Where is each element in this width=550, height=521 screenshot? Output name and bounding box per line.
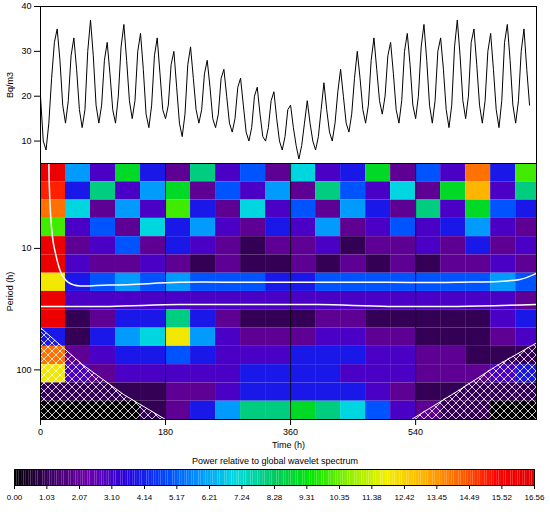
svg-text:180: 180 <box>158 427 173 437</box>
svg-text:14.49: 14.49 <box>459 493 480 502</box>
svg-text:Time (h): Time (h) <box>272 440 305 450</box>
svg-text:Bq/m3: Bq/m3 <box>5 72 15 98</box>
svg-text:13.45: 13.45 <box>427 493 448 502</box>
svg-text:10: 10 <box>21 136 31 146</box>
svg-text:10: 10 <box>21 243 31 253</box>
svg-text:Period (h): Period (h) <box>5 272 15 312</box>
svg-text:40: 40 <box>21 1 31 11</box>
svg-text:100: 100 <box>16 365 31 375</box>
svg-text:6.21: 6.21 <box>202 493 218 502</box>
svg-text:540: 540 <box>408 427 423 437</box>
html-text:Power relative to global wavel: Power relative to global wavelet spectru… <box>192 456 358 466</box>
svg-text:0: 0 <box>38 427 43 437</box>
svg-text:20: 20 <box>21 91 31 101</box>
svg-text:12.42: 12.42 <box>394 493 415 502</box>
svg-text:4.14: 4.14 <box>137 493 153 502</box>
svg-text:9.31: 9.31 <box>299 493 315 502</box>
svg-text:1.03: 1.03 <box>39 493 55 502</box>
svg-text:3.10: 3.10 <box>104 493 120 502</box>
svg-text:8.28: 8.28 <box>267 493 283 502</box>
svg-text:5.17: 5.17 <box>169 493 185 502</box>
svg-text:360: 360 <box>283 427 298 437</box>
svg-text:10.35: 10.35 <box>329 493 350 502</box>
svg-text:15.52: 15.52 <box>492 493 513 502</box>
svg-text:16.56: 16.56 <box>524 493 545 502</box>
svg-text:0.00: 0.00 <box>7 493 23 502</box>
svg-text:30: 30 <box>21 46 31 56</box>
svg-text:2.07: 2.07 <box>72 493 88 502</box>
svg-text:11.38: 11.38 <box>362 493 382 502</box>
svg-text:7.24: 7.24 <box>234 493 250 502</box>
